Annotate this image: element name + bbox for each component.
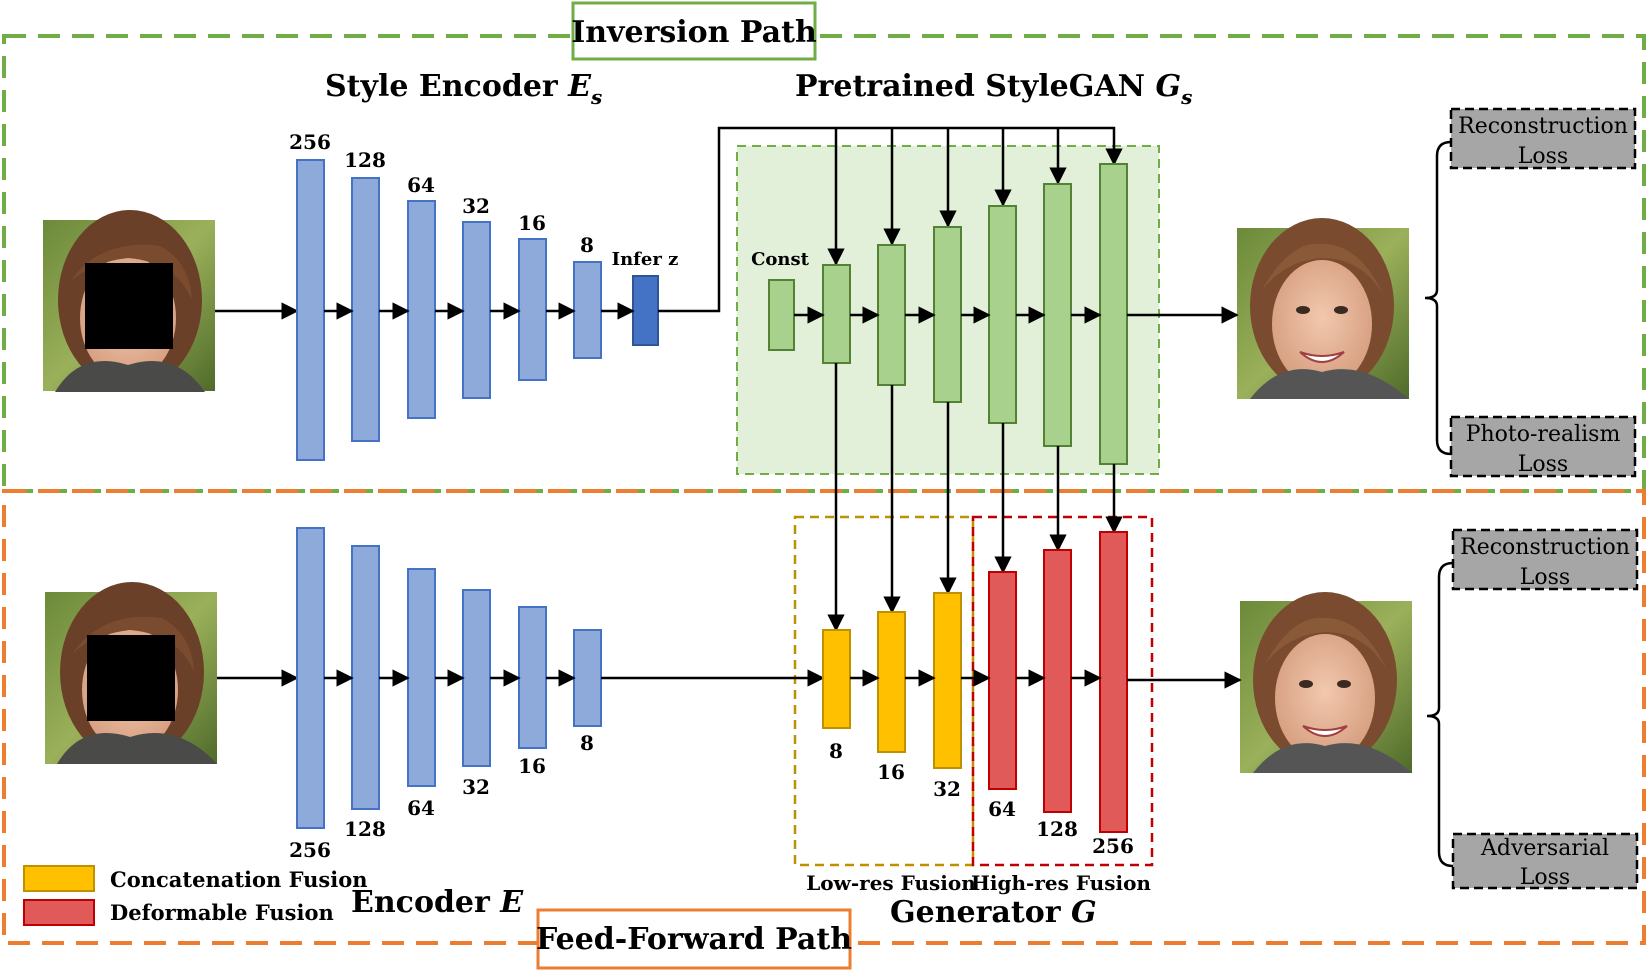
legend-deform-swatch — [23, 899, 95, 926]
feedforward-path-label-box — [536, 908, 852, 970]
style-encoder-size-label: 256 — [289, 130, 331, 154]
feedforward-input-photo — [45, 582, 217, 764]
style-encoder-layer-8 — [573, 261, 602, 359]
loss-label: Adversarial — [1480, 836, 1609, 861]
encoder-layer-256 — [296, 527, 325, 829]
infer-z-label: Infer z — [612, 249, 679, 270]
highres-fusion-region — [971, 515, 1154, 867]
stylegan-generator — [768, 163, 1128, 465]
mask-occlusion — [87, 635, 175, 721]
fusion-size-label: 8 — [829, 739, 843, 763]
inversion-path-region — [2, 34, 1646, 493]
style-encoder-layer-16 — [518, 238, 547, 381]
loss-label: Loss — [1520, 565, 1570, 590]
fusion-size-label: 32 — [933, 777, 961, 801]
loss-label: Reconstruction — [1460, 535, 1630, 560]
encoder-size-label: 256 — [289, 838, 331, 862]
style-encoder-size-label: 64 — [407, 173, 435, 197]
encoder-layer-16 — [518, 606, 547, 749]
stylegan-layer — [822, 264, 851, 364]
legend-concat-swatch — [23, 865, 95, 892]
stylegan-layer — [1043, 183, 1072, 447]
stylegan-layer — [1099, 163, 1128, 465]
feedforward-path-label: Feed-Forward Path — [536, 922, 852, 957]
loss-bracket — [1424, 140, 1452, 456]
loss-label: Loss — [1520, 865, 1570, 890]
encoder-size-label: 8 — [580, 731, 594, 755]
style-encoder-layer-256 — [296, 159, 325, 461]
encoder-layer-128 — [351, 545, 380, 810]
inversion-output-photo — [1237, 218, 1409, 399]
stylegan-layer — [988, 205, 1017, 424]
style-encoder-layer-32 — [462, 221, 491, 399]
style-encoder-layer-64 — [407, 200, 436, 419]
style-encoder-size-label: 16 — [518, 211, 546, 235]
mask-occlusion — [85, 263, 173, 349]
deformable-fusion-block — [1099, 531, 1128, 833]
style-encoder-size-label: 128 — [344, 148, 386, 172]
concat-fusion-block — [822, 629, 851, 729]
feedforward-output-photo — [1240, 592, 1412, 773]
inversion-input-photo — [43, 210, 215, 392]
legend-concat-label: Concatenation Fusion — [110, 867, 367, 892]
const-label: Const — [751, 249, 810, 270]
loss-label: Photo-realism — [1466, 422, 1621, 447]
reconstruction-loss-box — [1451, 528, 1639, 591]
inversion-path-label-box — [571, 1, 817, 61]
photo-realism-loss-box — [1449, 415, 1637, 478]
encoder-title: Encoder E — [351, 885, 524, 920]
loss-label: Loss — [1518, 452, 1568, 477]
fusion-size-label: 64 — [988, 797, 1016, 821]
stylegan-title: Pretrained StyleGAN Gs — [795, 69, 1192, 109]
fusion-size-label: 16 — [877, 760, 905, 784]
loss-label: Loss — [1518, 144, 1568, 169]
stylegan-layer — [933, 226, 962, 403]
style-encoder-title: Style Encoder Es — [325, 69, 602, 109]
inversion-path-label: Inversion Path — [571, 15, 817, 50]
reconstruction-loss-box — [1449, 107, 1637, 170]
infer-z-block — [632, 275, 659, 346]
encoder-size-label: 128 — [344, 817, 386, 841]
generator-title: Generator G — [890, 895, 1097, 930]
concat-fusion-block — [877, 611, 906, 753]
encoder-size-label: 64 — [407, 796, 435, 820]
encoder-layer-64 — [407, 568, 436, 787]
legend-deform-label: Deformable Fusion — [110, 900, 334, 925]
encoder-size-label: 16 — [518, 754, 546, 778]
lowres-fusion-label: Low-res Fusion — [806, 871, 976, 895]
generator — [822, 531, 1128, 833]
legend: Concatenation Fusion Deformable Fusion — [23, 865, 367, 926]
loss-bracket — [1426, 561, 1454, 868]
encoder-layer-8 — [573, 629, 602, 727]
style-encoder-size-label: 32 — [462, 194, 490, 218]
const-block — [768, 279, 795, 351]
encoder-layer-32 — [462, 589, 491, 767]
stylegan-layer — [877, 244, 906, 386]
deformable-fusion-block — [1043, 549, 1072, 813]
style-encoder-size-label: 8 — [580, 233, 594, 257]
lowres-fusion-region — [793, 515, 975, 867]
deformable-fusion-block — [988, 571, 1017, 790]
highres-fusion-label: High-res Fusion — [971, 871, 1151, 895]
adversarial-loss-box — [1451, 832, 1639, 890]
concat-fusion-block — [933, 592, 962, 769]
style-encoder-layer-128 — [351, 177, 380, 442]
encoder-size-label: 32 — [462, 775, 490, 799]
loss-label: Reconstruction — [1458, 114, 1628, 139]
fusion-size-label: 128 — [1036, 817, 1078, 841]
fusion-size-label: 256 — [1092, 834, 1134, 858]
